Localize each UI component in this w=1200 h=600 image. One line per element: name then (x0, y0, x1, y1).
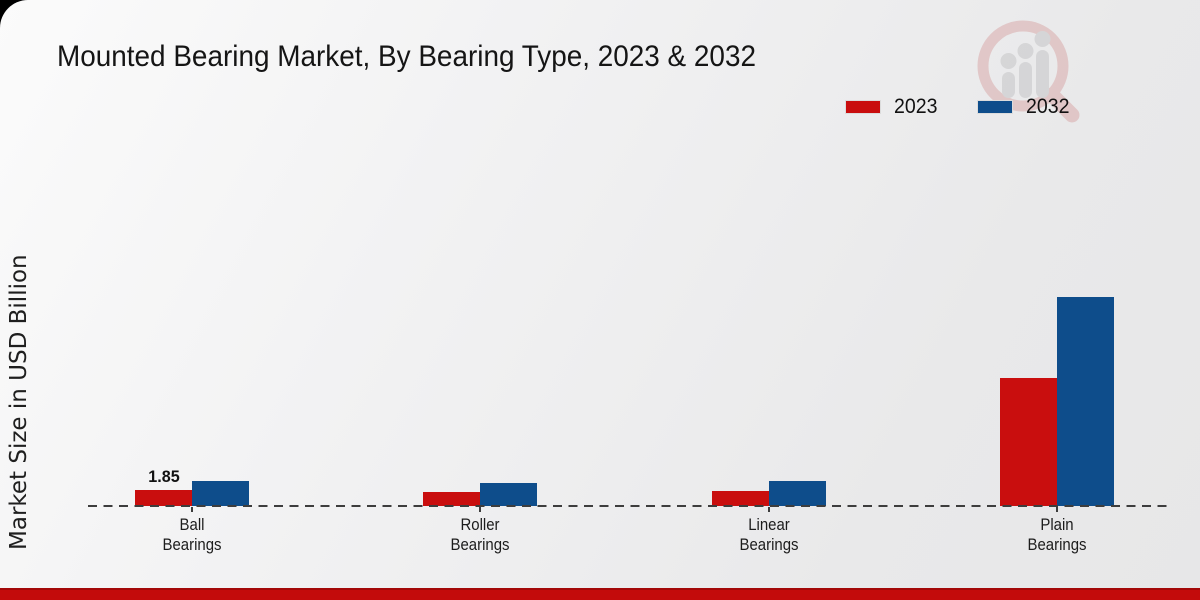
legend: 2023 2032 (845, 95, 1094, 119)
category-label-roller-bearings: Roller Bearings (450, 515, 510, 554)
bar-2032-ball-bearings (192, 481, 249, 506)
bar-2032-linear-bearings (768, 481, 826, 506)
legend-swatch-2023 (845, 100, 881, 114)
bar-2023-plain-bearings (1000, 377, 1057, 506)
x-axis-tick-ball-bearings (191, 507, 193, 512)
bar-2023-roller-bearings (423, 491, 481, 506)
legend-label-2023: 2023 (894, 95, 938, 118)
legend-item-2032: 2032 (976, 95, 1073, 119)
value-label-2023-ball-bearings: 1.85 (147, 467, 180, 487)
bar-2032-roller-bearings (480, 482, 538, 506)
legend-swatch-2032 (976, 100, 1013, 114)
legend-item-2023: 2023 (845, 95, 941, 119)
legend-label-2032: 2032 (1025, 95, 1070, 118)
bottom-accent-bar (0, 588, 1200, 600)
x-axis-tick-roller-bearings (479, 507, 482, 512)
category-label-ball-bearings: Ball Bearings (162, 515, 222, 554)
x-axis-line (88, 505, 1170, 507)
chart-title: Mounted Bearing Market, By Bearing Type,… (57, 40, 756, 73)
x-axis-tick-plain-bearings (1056, 507, 1058, 512)
bar-2032-plain-bearings (1057, 297, 1114, 506)
plot-area: Ball Bearings Roller Bearings Linear Beari… (88, 140, 1170, 554)
bar-2023-linear-bearings (711, 491, 769, 506)
y-axis-title: Market Size in USD Billion (6, 254, 32, 550)
category-label-plain-bearings: Plain Bearings (1027, 515, 1087, 554)
bar-2023-ball-bearings (135, 490, 192, 506)
x-axis-tick-linear-bearings (767, 507, 770, 512)
category-label-linear-bearings: Linear Bearings (739, 515, 799, 554)
magnifier-growth-logo-icon (977, 20, 1080, 123)
